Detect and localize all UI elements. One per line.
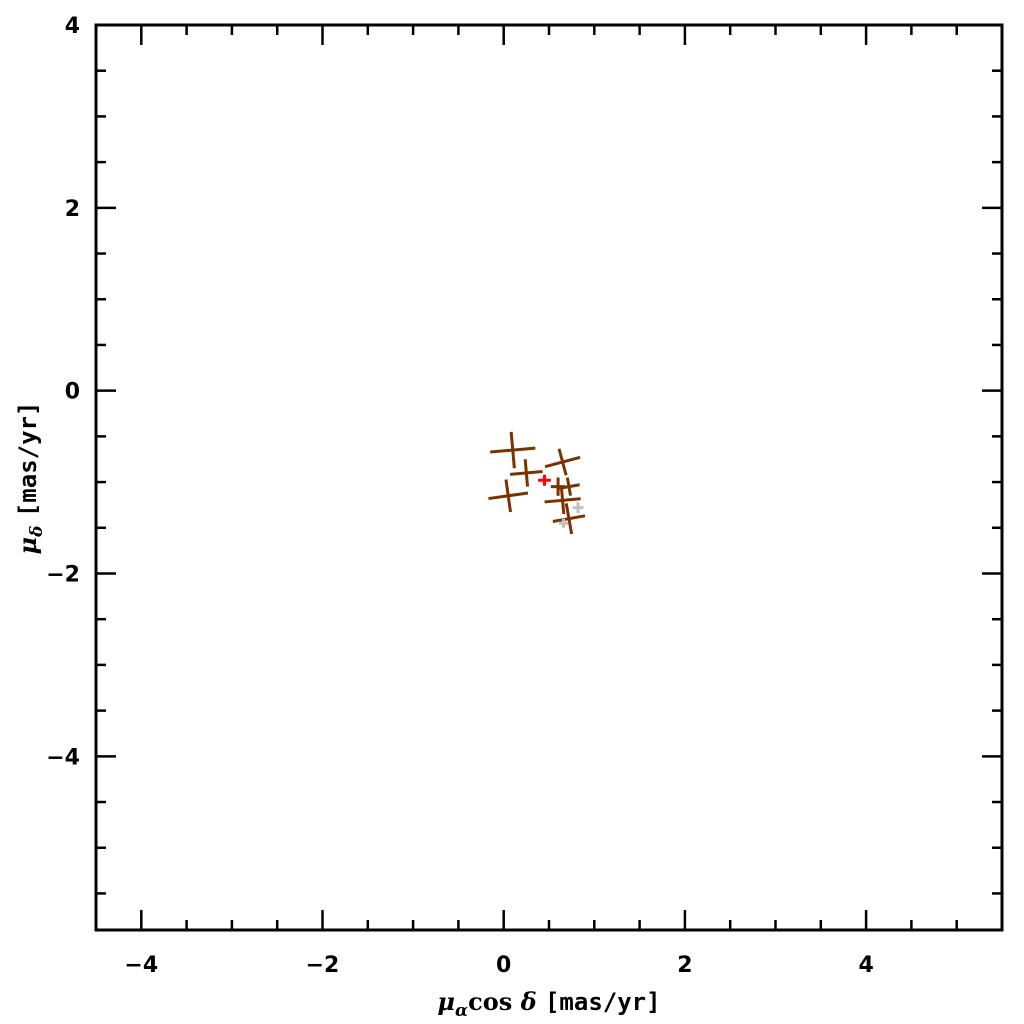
x-axis-label: μαcos δ [mas/yr] (437, 987, 660, 1021)
x-axis-label-delta: δ (520, 987, 537, 1016)
data-point (550, 477, 566, 496)
data-point (544, 448, 581, 476)
data-point (509, 459, 543, 487)
y-error-bar (557, 448, 568, 476)
y-axis-label-space (13, 517, 42, 525)
data-point (552, 503, 586, 535)
y-tick-label: −2 (46, 562, 80, 587)
y-error-bar (509, 431, 516, 469)
y-error-bar (559, 486, 566, 515)
data-point (544, 486, 581, 515)
x-axis-label-space (512, 987, 520, 1016)
x-axis-label-mu: μ (437, 987, 455, 1016)
y-axis-label-units: [mas/yr] (14, 402, 42, 518)
y-error-bar (523, 459, 530, 487)
y-tick-label: 0 (65, 380, 80, 405)
data-point (558, 518, 569, 528)
tick-labels: −4 −2 0 2 4 4 2 0 −2 −4 (46, 14, 874, 978)
data-point (572, 502, 584, 514)
y-error-bar (565, 477, 572, 496)
y-axis-label: μδ [mas/yr] (13, 402, 47, 555)
x-tick-label: 4 (858, 953, 873, 978)
y-tick-label: 2 (65, 197, 80, 222)
x-axis-label-sub: α (455, 1001, 468, 1021)
data-point (490, 431, 536, 469)
x-tick-label: 2 (677, 953, 692, 978)
y-error-bar (564, 503, 574, 535)
axis-ticks (94, 23, 1004, 930)
y-error-bar (504, 479, 513, 513)
x-axis-label-space2 (537, 987, 545, 1016)
data-point (488, 479, 529, 513)
data-point (538, 474, 551, 486)
y-tick-label: 4 (65, 14, 80, 39)
x-tick-label: −4 (124, 953, 158, 978)
x-tick-label: 0 (496, 953, 511, 978)
y-axis-label-mu: μ (13, 537, 42, 555)
data-points (488, 431, 586, 535)
x-tick-label: −2 (306, 953, 340, 978)
plot-frame (94, 23, 1004, 932)
y-tick-label: −4 (46, 745, 80, 770)
y-axis-label-sub: δ (27, 526, 47, 538)
x-axis-label-units: [mas/yr] (545, 988, 661, 1016)
x-axis-label-cos: cos (468, 987, 512, 1016)
